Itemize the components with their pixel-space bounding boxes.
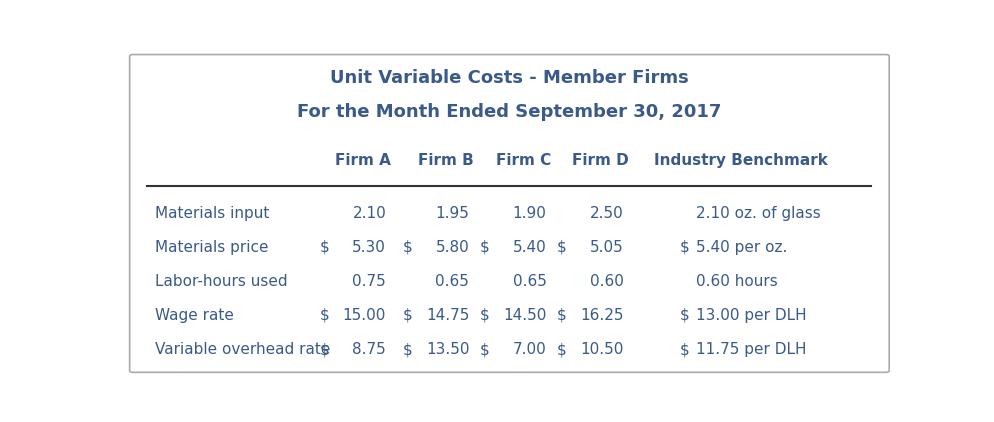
Text: 0.65: 0.65 <box>513 274 547 289</box>
Text: $: $ <box>557 342 567 357</box>
Text: $: $ <box>680 308 690 323</box>
Text: $: $ <box>320 308 329 323</box>
Text: 13.50: 13.50 <box>425 342 469 357</box>
Text: $: $ <box>480 342 490 357</box>
Text: 5.80: 5.80 <box>435 240 469 255</box>
Text: $: $ <box>403 240 413 255</box>
Text: 0.60: 0.60 <box>589 274 623 289</box>
Text: 0.60 hours: 0.60 hours <box>696 274 777 289</box>
Text: 5.40: 5.40 <box>513 240 547 255</box>
Text: $: $ <box>320 342 329 357</box>
Text: 10.50: 10.50 <box>580 342 623 357</box>
Text: $: $ <box>480 308 490 323</box>
Text: 14.75: 14.75 <box>426 308 469 323</box>
Text: $: $ <box>403 342 413 357</box>
Text: $: $ <box>320 240 329 255</box>
Text: 5.05: 5.05 <box>589 240 623 255</box>
Text: Firm A: Firm A <box>335 153 391 168</box>
Text: 16.25: 16.25 <box>580 308 623 323</box>
Text: $: $ <box>680 342 690 357</box>
Text: For the Month Ended September 30, 2017: For the Month Ended September 30, 2017 <box>297 103 722 121</box>
Text: Unit Variable Costs - Member Firms: Unit Variable Costs - Member Firms <box>330 68 689 87</box>
Text: 7.00: 7.00 <box>513 342 547 357</box>
Text: 0.75: 0.75 <box>353 274 386 289</box>
Text: Variable overhead rate: Variable overhead rate <box>155 342 330 357</box>
Text: 0.65: 0.65 <box>435 274 469 289</box>
Text: $: $ <box>680 240 690 255</box>
Text: 1.90: 1.90 <box>513 206 547 221</box>
Text: $: $ <box>557 308 567 323</box>
Text: Firm B: Firm B <box>418 153 474 168</box>
Text: Firm D: Firm D <box>572 153 628 168</box>
Text: 8.75: 8.75 <box>353 342 386 357</box>
Text: Wage rate: Wage rate <box>155 308 234 323</box>
FancyBboxPatch shape <box>129 54 890 372</box>
Text: 11.75 per DLH: 11.75 per DLH <box>696 342 806 357</box>
Text: 5.40 per oz.: 5.40 per oz. <box>696 240 787 255</box>
Text: 2.10: 2.10 <box>353 206 386 221</box>
Text: 15.00: 15.00 <box>343 308 386 323</box>
Text: Materials input: Materials input <box>155 206 269 221</box>
Text: Labor-hours used: Labor-hours used <box>155 274 287 289</box>
Text: 1.95: 1.95 <box>435 206 469 221</box>
Text: $: $ <box>403 308 413 323</box>
Text: 2.50: 2.50 <box>589 206 623 221</box>
Text: 5.30: 5.30 <box>352 240 386 255</box>
Text: Industry Benchmark: Industry Benchmark <box>654 153 827 168</box>
Text: Materials price: Materials price <box>155 240 268 255</box>
Text: Firm C: Firm C <box>496 153 551 168</box>
Text: 13.00 per DLH: 13.00 per DLH <box>696 308 806 323</box>
Text: $: $ <box>480 240 490 255</box>
Text: $: $ <box>557 240 567 255</box>
Text: 2.10 oz. of glass: 2.10 oz. of glass <box>696 206 821 221</box>
Text: 14.50: 14.50 <box>503 308 547 323</box>
